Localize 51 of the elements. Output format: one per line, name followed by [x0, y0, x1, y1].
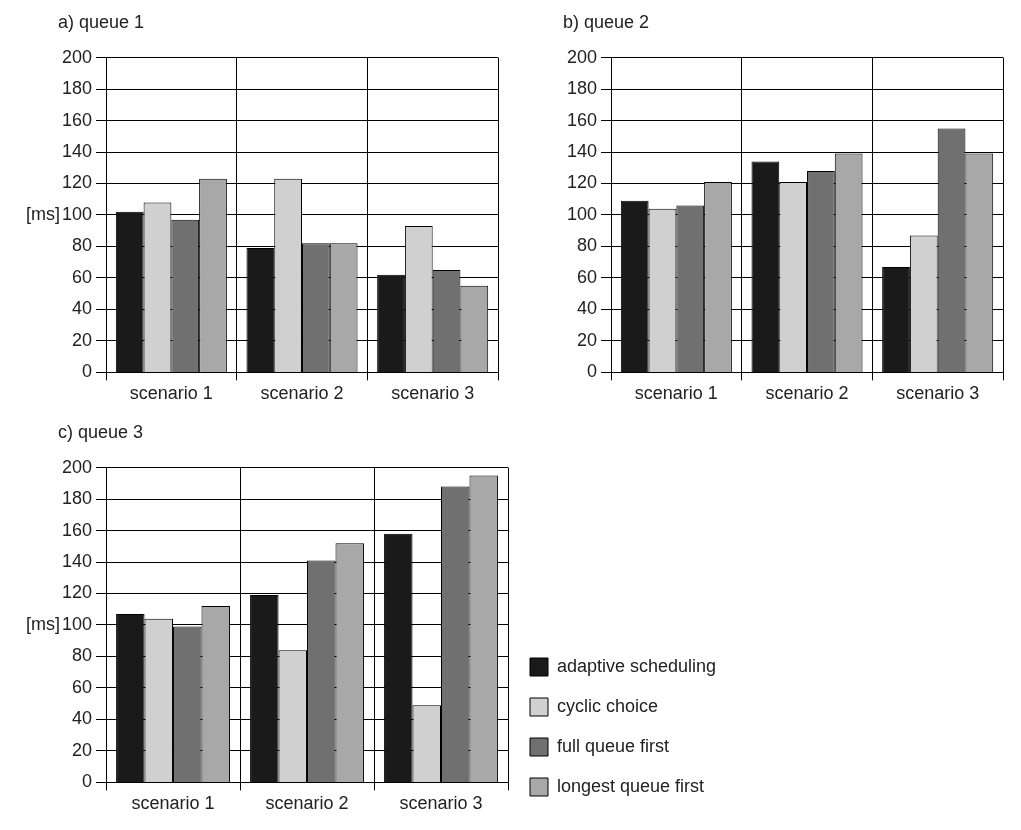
x-tick-label: scenario 1 [131, 793, 215, 814]
chart-title: b) queue 2 [563, 11, 650, 32]
y-tick-label: 140 [566, 141, 598, 162]
legend-label: longest queue first [557, 775, 705, 796]
y-tick-label: 20 [72, 329, 93, 350]
x-tick-label: scenario 2 [265, 793, 349, 814]
x-tick-label: scenario 1 [634, 383, 718, 404]
y-tick-label: 100 [566, 203, 598, 224]
y-tick-label: 20 [577, 329, 598, 350]
y-tick-label: 20 [72, 739, 93, 760]
y-axis-title: [ms] [26, 613, 60, 634]
y-tick-label: 80 [577, 235, 598, 256]
x-tick-label: scenario 2 [765, 383, 849, 404]
y-tick-label: 0 [587, 361, 598, 382]
y-tick-label: 140 [61, 551, 93, 572]
y-axis-title: [ms] [26, 203, 60, 224]
y-tick-label: 160 [61, 109, 93, 130]
y-tick-label: 0 [82, 361, 93, 382]
y-tick-label: 120 [61, 582, 93, 603]
x-tick-label: scenario 2 [260, 383, 344, 404]
chart-title: a) queue 1 [58, 11, 145, 32]
y-tick-label: 160 [61, 519, 93, 540]
y-tick-label: 60 [72, 266, 93, 287]
y-tick-label: 180 [61, 488, 93, 509]
y-tick-label: 120 [566, 172, 598, 193]
y-tick-label: 200 [61, 46, 93, 67]
legend-label: adaptive scheduling [557, 655, 717, 676]
y-tick-label: 200 [61, 456, 93, 477]
y-tick-label: 180 [61, 78, 93, 99]
y-tick-label: 100 [61, 203, 93, 224]
x-tick-label: scenario 1 [129, 383, 213, 404]
x-tick-label: scenario 3 [391, 383, 475, 404]
x-tick-label: scenario 3 [399, 793, 483, 814]
y-tick-label: 80 [72, 645, 93, 666]
legend-label: cyclic choice [557, 695, 659, 716]
legend-label: full queue first [557, 735, 670, 756]
y-tick-label: 40 [72, 708, 93, 729]
y-tick-label: 40 [72, 298, 93, 319]
y-tick-label: 100 [61, 613, 93, 634]
chart-title: c) queue 3 [58, 421, 144, 442]
y-tick-label: 160 [566, 109, 598, 130]
y-tick-label: 80 [72, 235, 93, 256]
y-tick-label: 60 [577, 266, 598, 287]
y-tick-label: 120 [61, 172, 93, 193]
y-tick-label: 40 [577, 298, 598, 319]
y-tick-label: 140 [61, 141, 93, 162]
y-tick-label: 200 [566, 46, 598, 67]
y-tick-label: 60 [72, 676, 93, 697]
x-tick-label: scenario 3 [896, 383, 980, 404]
y-tick-label: 0 [82, 771, 93, 792]
y-tick-label: 180 [566, 78, 598, 99]
